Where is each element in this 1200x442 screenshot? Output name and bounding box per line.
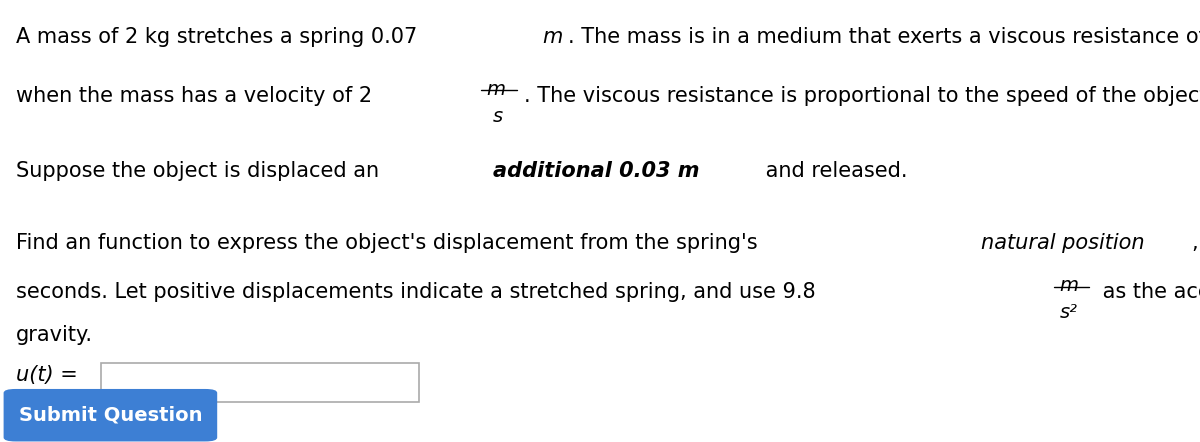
Text: when the mass has a velocity of 2: when the mass has a velocity of 2 bbox=[16, 86, 378, 106]
Text: u(t) =: u(t) = bbox=[16, 365, 77, 385]
FancyBboxPatch shape bbox=[4, 389, 217, 442]
Text: , in: , in bbox=[1193, 233, 1200, 253]
Text: m: m bbox=[542, 27, 563, 47]
Text: A mass of 2 kg stretches a spring 0.07: A mass of 2 kg stretches a spring 0.07 bbox=[16, 27, 424, 47]
Text: m: m bbox=[487, 80, 505, 99]
Text: additional 0.03 m: additional 0.03 m bbox=[493, 161, 700, 181]
Text: seconds. Let positive displacements indicate a stretched spring, and use 9.8: seconds. Let positive displacements indi… bbox=[16, 282, 822, 302]
Text: Find an function to express the object's displacement from the spring's: Find an function to express the object's… bbox=[16, 233, 764, 253]
Text: . The viscous resistance is proportional to the speed of the object.: . The viscous resistance is proportional… bbox=[523, 86, 1200, 106]
Text: Submit Question: Submit Question bbox=[19, 406, 202, 425]
Text: m: m bbox=[1058, 276, 1078, 295]
Text: s²: s² bbox=[1060, 303, 1078, 322]
Text: gravity.: gravity. bbox=[16, 325, 92, 345]
Text: Suppose the object is displaced an: Suppose the object is displaced an bbox=[16, 161, 385, 181]
Text: s: s bbox=[492, 107, 503, 126]
Text: natural position: natural position bbox=[982, 233, 1145, 253]
Text: . The mass is in a medium that exerts a viscous resistance of 23: . The mass is in a medium that exerts a … bbox=[568, 27, 1200, 47]
FancyBboxPatch shape bbox=[101, 363, 419, 402]
Text: and released.: and released. bbox=[760, 161, 907, 181]
Text: as the acceleration due to: as the acceleration due to bbox=[1096, 282, 1200, 302]
